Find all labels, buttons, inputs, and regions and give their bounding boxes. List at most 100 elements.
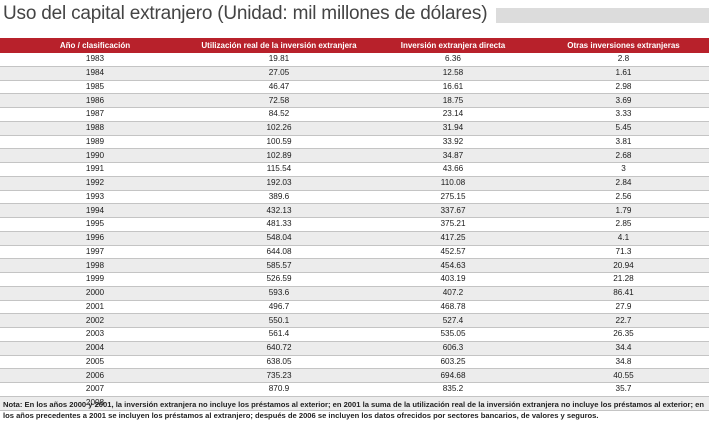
cell-direct-investment: 407.2 xyxy=(368,286,538,301)
cell-year: 1990 xyxy=(0,148,190,163)
table-row: 1985 46.47 16.61 2.98 xyxy=(0,80,709,95)
cell-other-investment: 35.7 xyxy=(538,382,709,397)
cell-actual-utilization: 115.54 xyxy=(190,162,368,177)
cell-direct-investment xyxy=(368,396,538,411)
cell-other-investment: 22.7 xyxy=(538,313,709,328)
table-row: 2001 496.7 468.78 27.9 xyxy=(0,300,709,315)
cell-actual-utilization: 870.9 xyxy=(190,382,368,397)
cell-actual-utilization: 46.47 xyxy=(190,80,368,95)
cell-other-investment: 34.8 xyxy=(538,355,709,370)
cell-actual-utilization: 585.57 xyxy=(190,258,368,273)
cell-actual-utilization: 72.58 xyxy=(190,93,368,108)
table-row: 1988 102.26 31.94 5.45 xyxy=(0,121,709,136)
table-row: 2002 550.1 527.4 22.7 xyxy=(0,313,709,328)
cell-direct-investment: 12.58 xyxy=(368,66,538,81)
cell-actual-utilization: 548.04 xyxy=(190,231,368,246)
cell-actual-utilization: 102.26 xyxy=(190,121,368,136)
cell-actual-utilization: 593.6 xyxy=(190,286,368,301)
cell-direct-investment: 375.21 xyxy=(368,217,538,232)
column-header-other-investment: Otras inversiones extranjeras xyxy=(538,38,709,53)
cell-other-investment: 71.3 xyxy=(538,245,709,260)
table-body: 1983 19.81 6.36 2.8 1984 27.05 12.58 1.61 1985 46… xyxy=(0,53,709,411)
cell-direct-investment: 275.15 xyxy=(368,190,538,205)
cell-actual-utilization: 100.59 xyxy=(190,135,368,150)
cell-actual-utilization: 84.52 xyxy=(190,107,368,122)
table-row: 2000 593.6 407.2 86.41 xyxy=(0,286,709,301)
cell-actual-utilization: 27.05 xyxy=(190,66,368,81)
cell-actual-utilization: 19.81 xyxy=(190,53,368,67)
cell-direct-investment: 694.68 xyxy=(368,368,538,383)
cell-year: 1994 xyxy=(0,203,190,218)
foreign-capital-table: Año / clasificación Utilización real de … xyxy=(0,38,709,411)
cell-other-investment: 86.41 xyxy=(538,286,709,301)
cell-other-investment: 5.45 xyxy=(538,121,709,136)
cell-direct-investment: 23.14 xyxy=(368,107,538,122)
cell-year: 2003 xyxy=(0,327,190,342)
cell-actual-utilization: 644.08 xyxy=(190,245,368,260)
table-row: 1991 115.54 43.66 3 xyxy=(0,162,709,177)
cell-other-investment: 27.9 xyxy=(538,300,709,315)
cell-direct-investment: 603.25 xyxy=(368,355,538,370)
cell-actual-utilization: 102.89 xyxy=(190,148,368,163)
cell-year: 1984 xyxy=(0,66,190,81)
cell-year: 1988 xyxy=(0,121,190,136)
cell-year: 1987 xyxy=(0,107,190,122)
cell-year: 1999 xyxy=(0,272,190,287)
cell-actual-utilization: 638.05 xyxy=(190,355,368,370)
table-row: 1998 585.57 454.63 20.94 xyxy=(0,258,709,273)
column-header-year: Año / clasificación xyxy=(0,38,190,53)
cell-direct-investment: 110.08 xyxy=(368,176,538,191)
cell-actual-utilization: 526.59 xyxy=(190,272,368,287)
cell-direct-investment: 606.3 xyxy=(368,341,538,356)
table-row: 1997 644.08 452.57 71.3 xyxy=(0,245,709,260)
cell-direct-investment: 454.63 xyxy=(368,258,538,273)
cell-year: 1986 xyxy=(0,93,190,108)
cell-other-investment: 3.81 xyxy=(538,135,709,150)
cell-other-investment xyxy=(538,396,709,411)
cell-direct-investment: 33.92 xyxy=(368,135,538,150)
table-row: 1983 19.81 6.36 2.8 xyxy=(0,53,709,67)
cell-year: 2004 xyxy=(0,341,190,356)
cell-other-investment: 40.55 xyxy=(538,368,709,383)
cell-direct-investment: 417.25 xyxy=(368,231,538,246)
cell-actual-utilization: 389.6 xyxy=(190,190,368,205)
cell-direct-investment: 16.61 xyxy=(368,80,538,95)
cell-year: 2005 xyxy=(0,355,190,370)
table-row: 2004 640.72 606.3 34.4 xyxy=(0,341,709,356)
cell-actual-utilization: 496.7 xyxy=(190,300,368,315)
cell-year: 2001 xyxy=(0,300,190,315)
cell-year: 1992 xyxy=(0,176,190,191)
cell-actual-utilization: 192.03 xyxy=(190,176,368,191)
table-header-row: Año / clasificación Utilización real de … xyxy=(0,38,709,53)
cell-year: 1997 xyxy=(0,245,190,260)
footnote: Nota: En los años 2000 y 2001, la invers… xyxy=(3,400,705,420)
column-header-direct-investment: Inversión extranjera directa xyxy=(368,38,538,53)
cell-direct-investment: 31.94 xyxy=(368,121,538,136)
cell-other-investment: 2.8 xyxy=(538,53,709,67)
cell-other-investment: 3.69 xyxy=(538,93,709,108)
cell-year: 2007 xyxy=(0,382,190,397)
cell-other-investment: 21.28 xyxy=(538,272,709,287)
cell-other-investment: 2.84 xyxy=(538,176,709,191)
table-row: 1992 192.03 110.08 2.84 xyxy=(0,176,709,191)
cell-direct-investment: 468.78 xyxy=(368,300,538,315)
table-row: 1993 389.6 275.15 2.56 xyxy=(0,190,709,205)
cell-year: 2000 xyxy=(0,286,190,301)
title-decoration-bar xyxy=(496,8,709,23)
cell-other-investment: 34.4 xyxy=(538,341,709,356)
table-row: 2005 638.05 603.25 34.8 xyxy=(0,355,709,370)
column-header-actual-utilization: Utilización real de la inversión extranj… xyxy=(190,38,368,53)
table-row: 2006 735.23 694.68 40.55 xyxy=(0,368,709,383)
cell-actual-utilization: 432.13 xyxy=(190,203,368,218)
table-row: 1989 100.59 33.92 3.81 xyxy=(0,135,709,150)
cell-actual-utilization: 640.72 xyxy=(190,341,368,356)
cell-direct-investment: 34.87 xyxy=(368,148,538,163)
cell-year: 1993 xyxy=(0,190,190,205)
cell-year: 2008 xyxy=(0,396,190,411)
cell-other-investment: 2.68 xyxy=(538,148,709,163)
cell-direct-investment: 18.75 xyxy=(368,93,538,108)
cell-other-investment: 2.56 xyxy=(538,190,709,205)
cell-direct-investment: 835.2 xyxy=(368,382,538,397)
cell-other-investment: 3 xyxy=(538,162,709,177)
table-row: 1999 526.59 403.19 21.28 xyxy=(0,272,709,287)
